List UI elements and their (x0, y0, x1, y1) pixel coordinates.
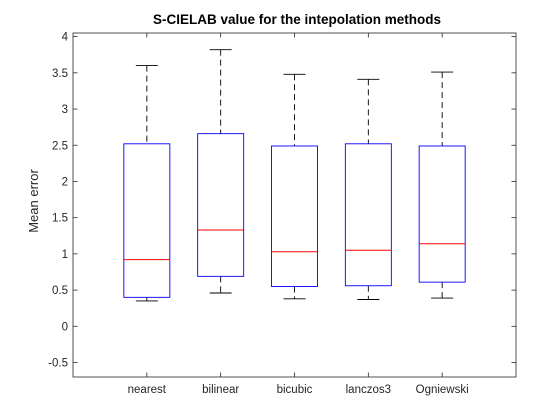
y-tick-label: 2.5 (52, 140, 68, 152)
box-iqr (197, 133, 245, 277)
y-tick-label: 1 (62, 249, 68, 261)
y-tick-label: 4 (62, 32, 69, 44)
y-tick-label: 3 (62, 104, 68, 116)
plot-area: -0.5 0 0.5 1 1.5 2 2.5 3 3.5 4 nearest bilinear bicu… (48, 32, 517, 396)
y-tick-label: -0.5 (48, 358, 68, 370)
y-tick-label: 2 (62, 176, 68, 188)
x-tick-label: bicubic (277, 384, 313, 396)
box-iqr (123, 143, 171, 298)
x-tick-label: Ogniewski (416, 384, 469, 396)
box-iqr (271, 145, 318, 287)
y-axis-label: Mean error (26, 169, 41, 233)
x-tick-label: bilinear (202, 384, 239, 396)
y-tick-label: 0.5 (52, 285, 68, 297)
x-tick-label: nearest (128, 384, 167, 396)
box-iqr (418, 145, 466, 283)
x-tick-label: lanczos3 (346, 384, 391, 396)
y-tick-label: 3.5 (52, 68, 68, 80)
chart-title: S-CIELAB value for the intepolation meth… (153, 12, 441, 27)
y-tick-label: 1.5 (52, 213, 68, 225)
y-tick-label: 0 (62, 321, 68, 333)
box-iqr (344, 143, 392, 287)
